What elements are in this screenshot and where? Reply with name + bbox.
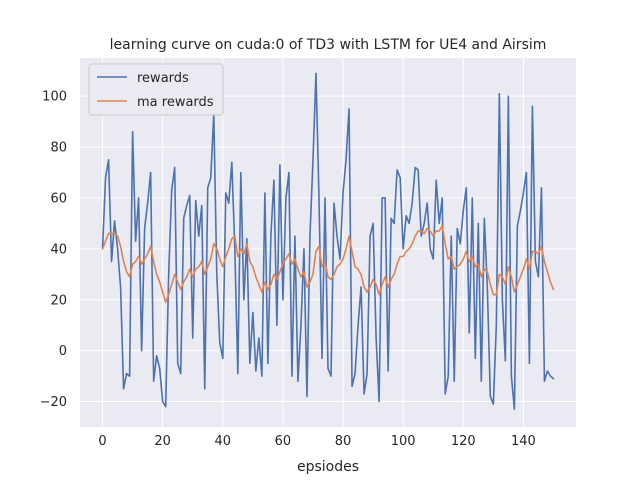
grid bbox=[80, 58, 576, 427]
x-tick-label: 20 bbox=[154, 434, 171, 449]
x-axis-label: epsiodes bbox=[297, 459, 359, 475]
x-tick-label: 140 bbox=[511, 434, 536, 449]
y-tick-label: −20 bbox=[40, 395, 67, 410]
tick-labels: 0 20 40 60 80 100 120 140 −20 0 20 40 60 80 100 bbox=[40, 90, 536, 449]
x-tick-label: 60 bbox=[275, 434, 292, 449]
y-tick-label: 20 bbox=[50, 293, 67, 308]
series-line-rewards bbox=[101, 72, 555, 410]
y-tick-label: 80 bbox=[50, 141, 67, 156]
chart-title: learning curve on cuda:0 of TD3 with LST… bbox=[110, 37, 547, 53]
legend: rewards ma rewards bbox=[88, 63, 224, 116]
y-tick-label: 100 bbox=[42, 90, 67, 105]
x-tick-label: 80 bbox=[335, 434, 352, 449]
legend-label: ma rewards bbox=[137, 95, 214, 110]
series-lines bbox=[101, 72, 555, 410]
x-tick-label: 120 bbox=[451, 434, 476, 449]
x-tick-label: 40 bbox=[215, 434, 232, 449]
legend-label: rewards bbox=[137, 71, 189, 86]
y-tick-label: 0 bbox=[59, 344, 67, 359]
y-tick-label: 40 bbox=[50, 242, 67, 257]
y-tick-label: 60 bbox=[50, 191, 67, 206]
series-line-ma-rewards bbox=[101, 225, 555, 304]
x-tick-label: 0 bbox=[98, 434, 106, 449]
x-tick-label: 100 bbox=[391, 434, 416, 449]
